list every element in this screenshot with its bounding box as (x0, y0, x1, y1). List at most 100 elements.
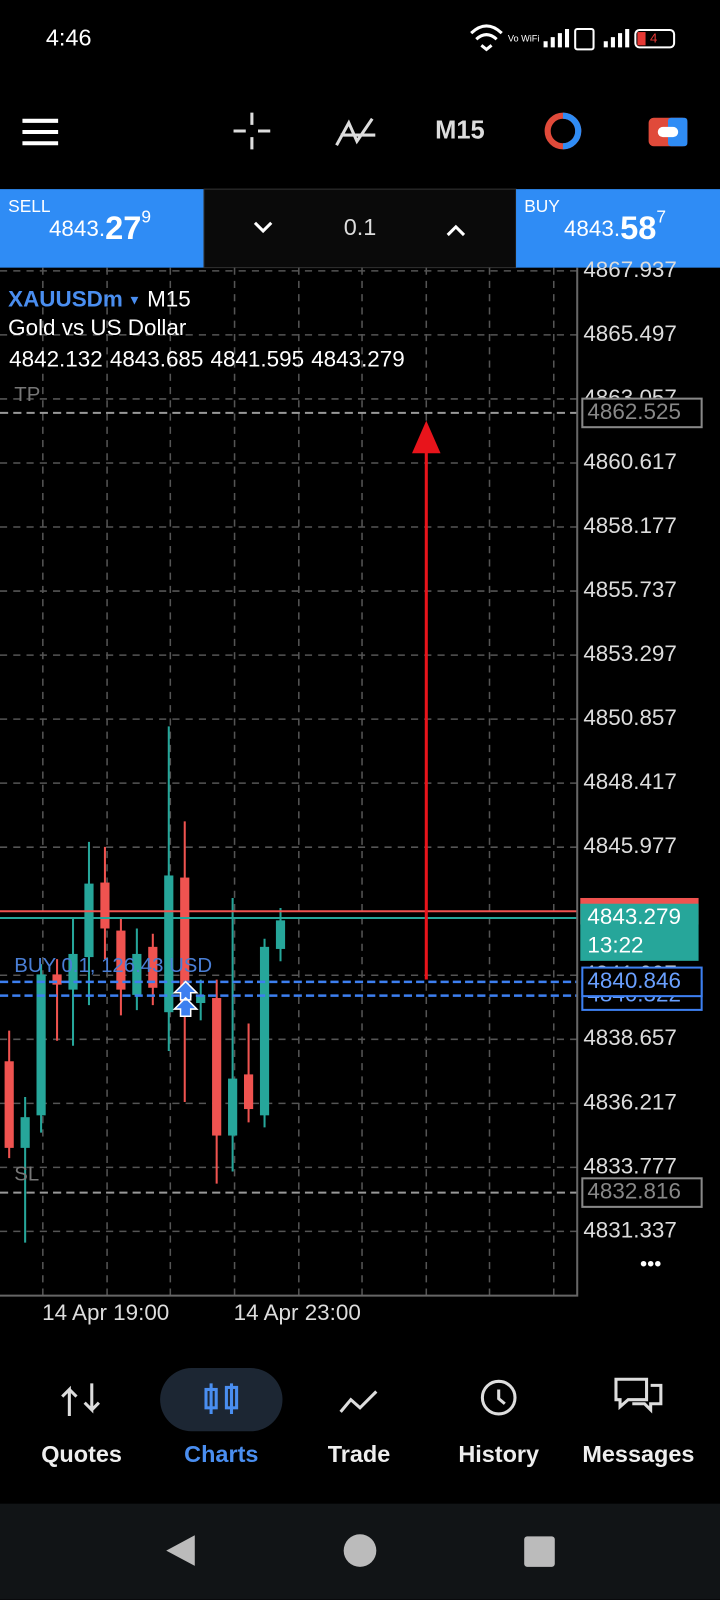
sell-price-point: 9 (141, 206, 151, 226)
y-tick-label: 4860.617 (583, 449, 677, 474)
y-tick-label: 4836.217 (583, 1089, 677, 1114)
buy-price-main: 4843. (564, 216, 620, 241)
sl-box (581, 1177, 703, 1208)
ohlc-info: 4842.132 4843.685 4841.595 4843.279 (9, 346, 405, 371)
x-tick-label: 14 Apr 23:00 (234, 1300, 361, 1325)
trade-icon (339, 1390, 378, 1413)
candle-body (132, 953, 142, 995)
home-button[interactable] (343, 1534, 377, 1567)
candle-body (180, 877, 190, 1006)
buy-price-pips: 58 (620, 209, 656, 246)
candle-body (100, 882, 110, 929)
volume-value[interactable]: 0.1 (344, 214, 377, 240)
candle-body (275, 920, 286, 949)
candle-body (4, 1061, 14, 1148)
chart-timeframe: M15 (147, 286, 191, 311)
projection-arrowhead (412, 420, 441, 454)
chart-header: XAUUSDm ▼ M15 (8, 286, 191, 311)
symbol-description: Gold vs US Dollar (8, 315, 187, 340)
candle-body (20, 1117, 30, 1148)
candle-body (148, 946, 158, 988)
candle-body (259, 946, 270, 1116)
candle-body (243, 1074, 254, 1110)
tp-box (581, 397, 703, 429)
volume-up-button[interactable] (446, 224, 466, 237)
volte-icon (574, 27, 595, 51)
wifi-icon (470, 24, 503, 52)
nav-item[interactable]: History (458, 1441, 539, 1467)
buy-price: 4843.587 (564, 206, 666, 245)
position-price: 4840.846 (587, 968, 681, 993)
tp-price: 4862.525 (587, 399, 681, 424)
y-tick-label: 4865.497 (583, 321, 677, 346)
sell-price: 4843.279 (49, 206, 151, 245)
nav-item[interactable]: Quotes (41, 1441, 122, 1467)
crosshair-button[interactable] (233, 112, 271, 150)
y-tick-label: 4845.977 (583, 833, 677, 858)
candle-body (228, 1078, 238, 1136)
y-tick-label: 4850.857 (583, 705, 677, 730)
candle-body (164, 875, 174, 1013)
candle-body (116, 930, 126, 990)
chart-border (0, 267, 579, 1297)
quotes-icon (61, 1383, 101, 1416)
battery-text: 4 (650, 31, 657, 46)
bid-price: 4843.279 (587, 904, 681, 929)
position-label: BUY 0.1, 126.43 USD (14, 955, 212, 977)
status-network: Vo WiFi (508, 34, 540, 44)
ohlc-value: 4843.279 (311, 346, 405, 371)
sell-button[interactable] (0, 189, 204, 268)
symbol[interactable]: XAUUSDm (8, 286, 123, 311)
history-icon-hands (497, 1389, 506, 1405)
indicators-button[interactable] (335, 117, 376, 147)
bid-box (580, 903, 699, 961)
buy-button[interactable] (516, 189, 720, 268)
buy-price-point: 7 (656, 206, 666, 226)
nav-item[interactable]: Trade (328, 1441, 391, 1467)
chart-overlay: TP SL BUY 0.1, 126.43 USD 4862.525 4832.816 4… (0, 384, 703, 1208)
battery-icon (634, 29, 676, 49)
candle-body (196, 994, 206, 1004)
volume-down-button[interactable] (253, 221, 273, 234)
tp-label: TP (14, 384, 40, 406)
timeframe-button[interactable]: M15 (435, 117, 485, 145)
back-button[interactable] (166, 1535, 195, 1566)
nav-item[interactable]: Messages (582, 1441, 694, 1467)
y-tick-label: 4838.657 (583, 1025, 677, 1050)
sl-label: SL (14, 1164, 39, 1186)
buy-label: BUY (524, 196, 560, 216)
candle-body (212, 998, 222, 1136)
messages-icon (614, 1377, 663, 1414)
x-tick-label: 14 Apr 19:00 (42, 1300, 169, 1325)
candle-body (84, 883, 94, 958)
history-icon (480, 1379, 517, 1416)
buy-marker (172, 980, 199, 1017)
y-tick-label: 4853.297 (583, 641, 677, 666)
sell-price-main: 4843. (49, 216, 105, 241)
battery-level (637, 32, 646, 46)
nav-item[interactable]: Charts (184, 1441, 258, 1467)
y-tick-label: 4848.417 (583, 769, 677, 794)
candle-body (68, 953, 78, 990)
ohlc-value: 4841.595 (211, 346, 305, 371)
more-button[interactable]: ••• (640, 1253, 661, 1275)
ohlc-value: 4843.685 (110, 346, 204, 371)
bottom-nav: Quotes Charts Trade History Messages (41, 1368, 694, 1467)
one-click-icon-knob (657, 126, 679, 138)
bid-timer: 13:22 (587, 932, 643, 957)
sl-price: 4832.816 (587, 1179, 681, 1204)
volume-panel (203, 188, 517, 269)
active-pill (160, 1368, 283, 1432)
y-tick-label: 4858.177 (583, 513, 677, 538)
signal-icon (543, 29, 630, 48)
recents-button[interactable] (524, 1536, 555, 1567)
candle-body (52, 974, 62, 985)
symbol-dropdown[interactable]: ▼ (128, 292, 141, 307)
menu-button[interactable] (22, 118, 59, 146)
y-tick-label: 4831.337 (583, 1217, 677, 1242)
charts-icon-body (204, 1387, 218, 1410)
objects-icon-part (562, 112, 582, 150)
charts-icon-body (224, 1385, 239, 1410)
